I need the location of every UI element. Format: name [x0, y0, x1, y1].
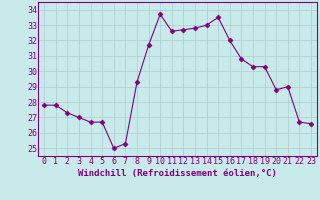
- X-axis label: Windchill (Refroidissement éolien,°C): Windchill (Refroidissement éolien,°C): [78, 169, 277, 178]
